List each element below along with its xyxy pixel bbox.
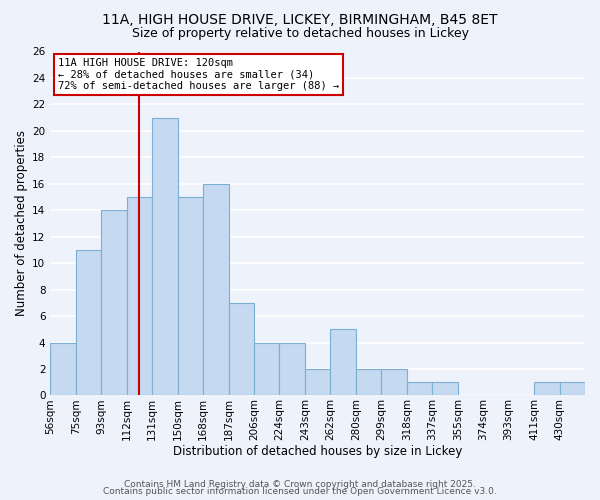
Bar xyxy=(254,342,280,396)
Y-axis label: Number of detached properties: Number of detached properties xyxy=(15,130,28,316)
Bar xyxy=(560,382,585,396)
Bar xyxy=(178,197,203,396)
X-axis label: Distribution of detached houses by size in Lickey: Distribution of detached houses by size … xyxy=(173,444,463,458)
Bar xyxy=(50,342,76,396)
Text: Size of property relative to detached houses in Lickey: Size of property relative to detached ho… xyxy=(131,28,469,40)
Bar xyxy=(305,369,331,396)
Bar xyxy=(331,330,356,396)
Bar xyxy=(381,369,407,396)
Text: Contains public sector information licensed under the Open Government Licence v3: Contains public sector information licen… xyxy=(103,487,497,496)
Bar xyxy=(152,118,178,396)
Text: 11A HIGH HOUSE DRIVE: 120sqm
← 28% of detached houses are smaller (34)
72% of se: 11A HIGH HOUSE DRIVE: 120sqm ← 28% of de… xyxy=(58,58,339,92)
Bar xyxy=(127,197,152,396)
Bar xyxy=(203,184,229,396)
Bar xyxy=(534,382,560,396)
Bar xyxy=(101,210,127,396)
Bar xyxy=(280,342,305,396)
Bar xyxy=(432,382,458,396)
Bar xyxy=(229,303,254,396)
Bar xyxy=(407,382,432,396)
Bar xyxy=(76,250,101,396)
Text: 11A, HIGH HOUSE DRIVE, LICKEY, BIRMINGHAM, B45 8ET: 11A, HIGH HOUSE DRIVE, LICKEY, BIRMINGHA… xyxy=(102,12,498,26)
Text: Contains HM Land Registry data © Crown copyright and database right 2025.: Contains HM Land Registry data © Crown c… xyxy=(124,480,476,489)
Bar xyxy=(356,369,381,396)
